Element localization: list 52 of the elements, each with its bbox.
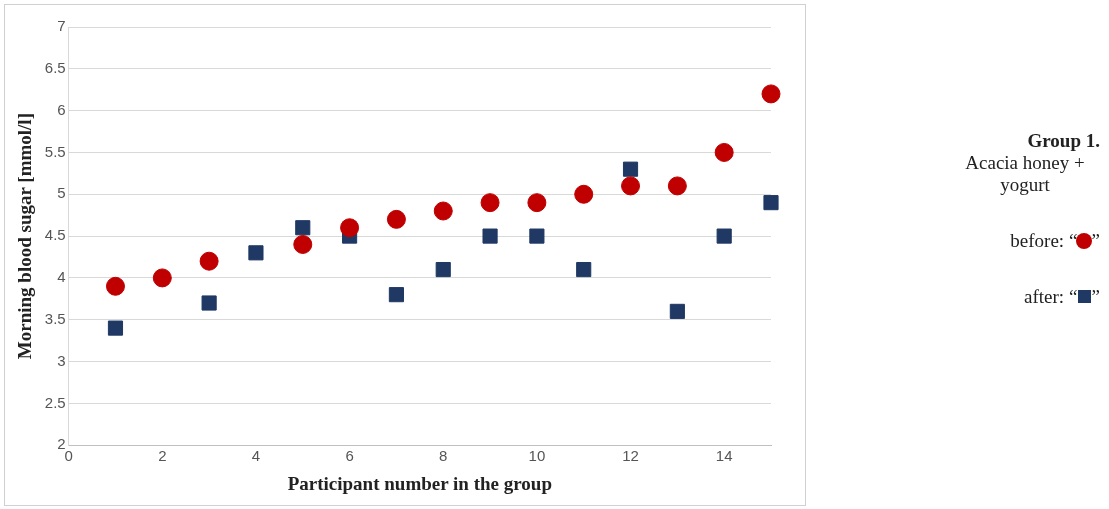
y-tick-label: 3.5 (44, 309, 66, 327)
point (480, 193, 500, 213)
point (763, 195, 779, 211)
x-tick-label: 8 (439, 447, 448, 465)
y-tick-label: 5 (57, 184, 66, 202)
point (622, 161, 639, 177)
point (201, 295, 217, 311)
point (152, 268, 172, 288)
text: Acacia honey + yogurt (964, 152, 1086, 196)
point (433, 201, 453, 221)
x-tick-label: 14 (715, 447, 733, 465)
point (295, 220, 311, 236)
x-tick-label: 2 (158, 447, 167, 465)
point (386, 209, 406, 229)
point (482, 228, 498, 244)
point (248, 245, 264, 261)
point (716, 228, 732, 244)
x-tick-label: 4 (251, 447, 261, 465)
point (714, 142, 734, 162)
point (574, 184, 594, 204)
point (621, 176, 641, 196)
point (667, 176, 687, 196)
y-tick-label: 4 (57, 268, 66, 286)
y-tick-label: 6.5 (44, 58, 66, 76)
point (199, 251, 219, 271)
x-tick-label: 0 (64, 447, 73, 465)
y-tick-label: 4.5 (44, 226, 66, 244)
point (105, 276, 125, 296)
point (527, 193, 547, 213)
x-axis-title: Participant number in the group (287, 472, 552, 494)
y-tick-label: 2.5 (44, 393, 66, 411)
point (435, 261, 451, 278)
point (293, 234, 313, 254)
y-axis-title: Morning blood sugar [mmol/l] (14, 113, 36, 360)
x-tick-label: 12 (622, 447, 639, 465)
y-tick-label: 3 (57, 351, 66, 369)
point (107, 320, 124, 336)
point (576, 261, 592, 278)
x-tick-label: 6 (345, 447, 354, 465)
y-tick-label: 2 (57, 435, 66, 453)
y-tick-label: 6 (57, 100, 66, 118)
x-tick-label: 10 (528, 447, 546, 465)
point (761, 84, 781, 104)
y-tick-label: 7 (57, 17, 66, 35)
y-tick-label: 5.5 (44, 142, 66, 160)
point (340, 218, 360, 238)
text: before: “ ” (1010, 230, 1100, 251)
point (529, 228, 545, 244)
text: after: “ ” (1024, 286, 1100, 307)
point (388, 287, 404, 303)
point (669, 303, 685, 319)
legend-title: Group 1. (1026, 130, 1100, 152)
